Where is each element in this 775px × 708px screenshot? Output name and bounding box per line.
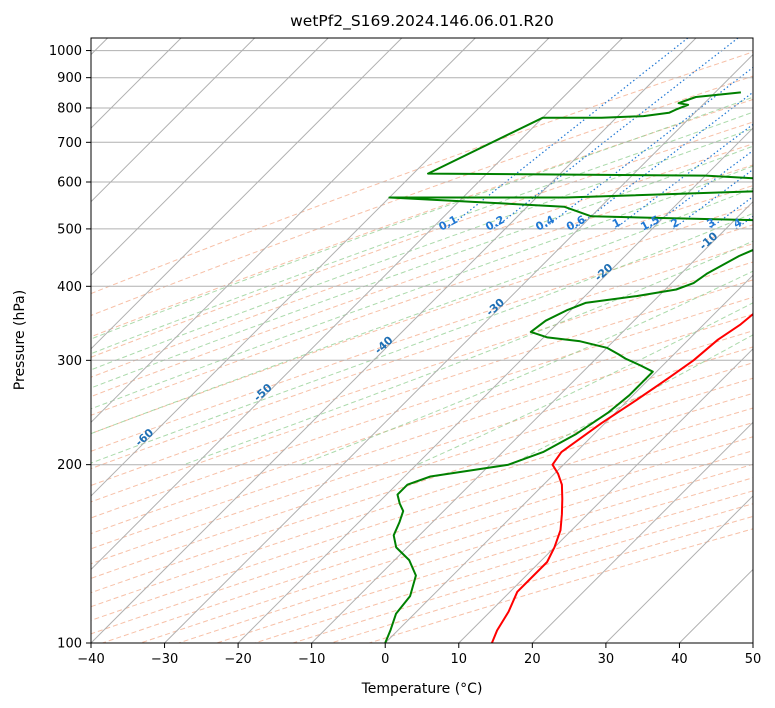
- moist-adiabat-line: [91, 111, 753, 355]
- background-lines: [91, 38, 753, 643]
- isotherm-line: [91, 38, 476, 424]
- isotherm-line: [311, 200, 753, 643]
- isotherm-line: [91, 38, 256, 203]
- isotherm-line: [164, 53, 753, 643]
- x-tick-label: −30: [151, 652, 178, 667]
- sounding-profiles: [384, 91, 753, 643]
- dry-adiabat-line: [91, 346, 753, 565]
- pressure-grid: [91, 50, 753, 643]
- dry-adiabat-line: [91, 377, 753, 594]
- x-tick-label: 10: [451, 652, 468, 667]
- dry-adiabat-line: [91, 185, 753, 416]
- dry-adiabat-line: [91, 313, 753, 535]
- x-tick-label: 50: [745, 652, 762, 667]
- isotherm-line: [91, 38, 329, 276]
- moist-adiabat-line: [91, 96, 753, 340]
- y-tick-label: 200: [57, 458, 82, 473]
- y-tick-label: 800: [57, 101, 82, 116]
- x-axis-label: Temperature (°C): [361, 681, 483, 697]
- dry-adiabat-line: [91, 279, 753, 503]
- plot-frame: [90, 37, 754, 644]
- dry-adiabat-line: [91, 51, 753, 295]
- x-tick-label: 20: [524, 652, 541, 667]
- y-tick-label: 600: [57, 175, 82, 190]
- isotherm-line: [605, 495, 753, 643]
- y-axis-label: Pressure (hPa): [12, 290, 28, 390]
- temperature-profile: [490, 312, 753, 643]
- dry-adiabat-line: [91, 224, 753, 452]
- dry-adiabat-line: [91, 98, 753, 338]
- isotherm-line: [237, 127, 753, 643]
- y-tick-label: 900: [57, 71, 82, 86]
- dry-adiabat-line: [91, 362, 753, 579]
- isotherm-line: [91, 38, 697, 643]
- isotherm-line: [458, 348, 753, 643]
- chart-title: wetPf2_S169.2024.146.06.01.R20: [290, 12, 554, 31]
- y-tick-label: 500: [57, 222, 82, 237]
- dewpoint-profile: [384, 91, 753, 643]
- isotherm-line: [531, 421, 753, 643]
- dry-adiabat-line: [91, 164, 753, 398]
- x-tick-label: −10: [298, 652, 325, 667]
- y-tick-label: 300: [57, 354, 82, 369]
- x-tick-label: −20: [224, 652, 251, 667]
- isotherm-line: [91, 38, 403, 350]
- dry-adiabat-line: [91, 330, 753, 550]
- x-tick-label: −40: [77, 652, 104, 667]
- moist-adiabat-line: [183, 240, 753, 466]
- y-tick-label: 700: [57, 136, 82, 151]
- isotherm-line: [91, 38, 550, 497]
- mixing-ratio-line: [543, 66, 753, 230]
- y-tick-label: 400: [57, 280, 82, 295]
- dry-adiabat-line: [91, 143, 753, 378]
- dry-adiabat-line: [91, 392, 753, 608]
- x-tick-label: 30: [598, 652, 615, 667]
- axis-ticks: −40 −30 −20 −10 0 10 20 30 40 50 100 200 300 400 500 60…: [49, 44, 761, 667]
- y-tick-label: 100: [57, 637, 82, 652]
- mixing-ratio-line: [672, 168, 753, 230]
- isotherm-line: [384, 274, 753, 643]
- x-tick-label: 0: [381, 652, 389, 667]
- isotherm-line: [91, 38, 623, 571]
- y-tick-label: 1000: [49, 44, 82, 59]
- mixing-ratio-line: [573, 91, 753, 230]
- dry-adiabat-line: [91, 243, 753, 470]
- dry-adiabat-line: [91, 296, 753, 519]
- x-tick-label: 40: [671, 652, 688, 667]
- moist-adiabat-line: [91, 145, 753, 389]
